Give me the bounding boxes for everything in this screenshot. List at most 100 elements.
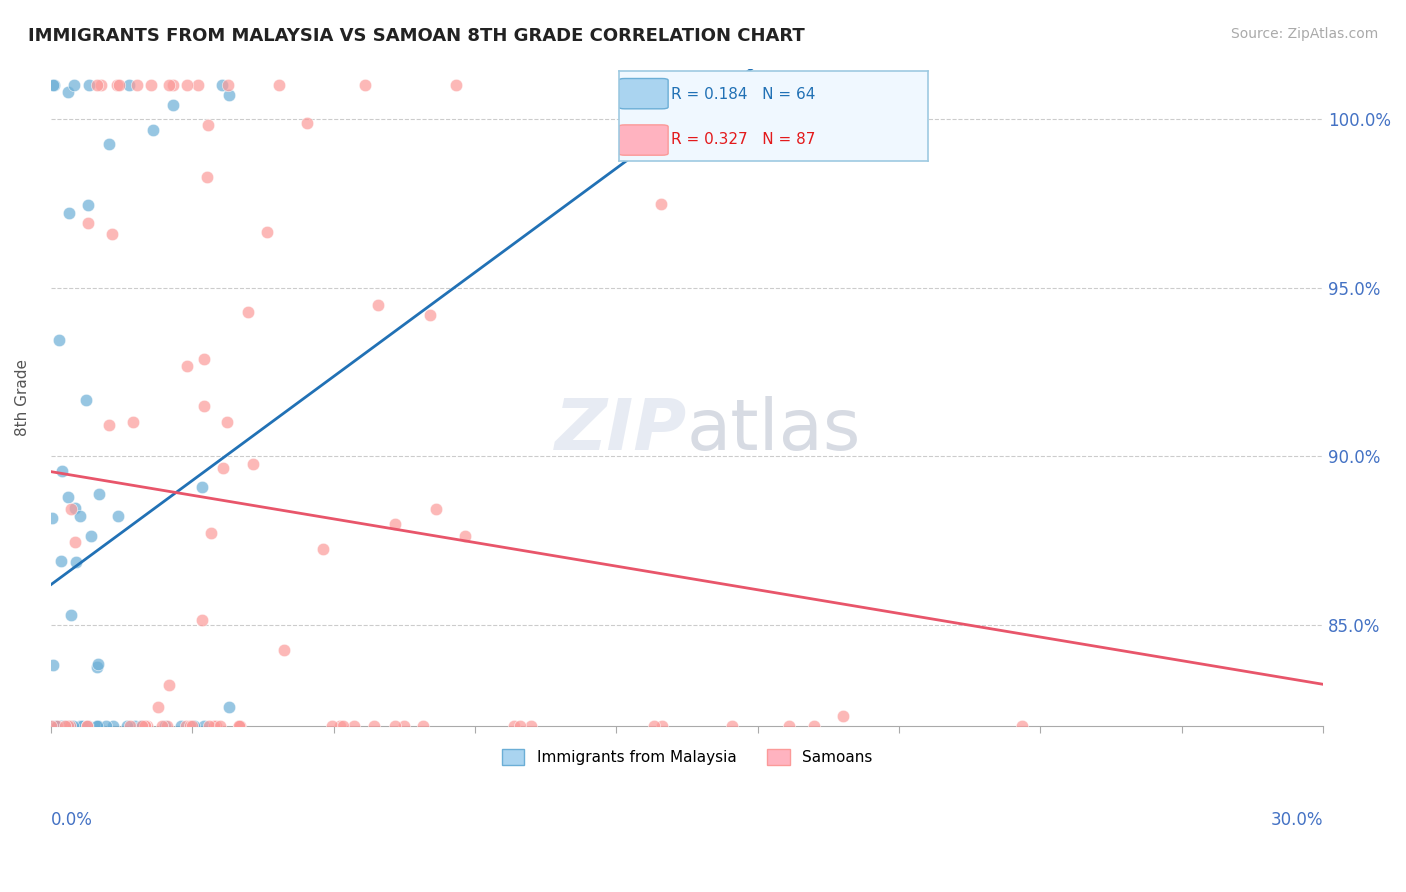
Point — [87, 657, 110, 672]
Point — [76, 198, 98, 212]
Point — [129, 719, 152, 733]
FancyBboxPatch shape — [619, 78, 668, 109]
Point — [76, 719, 98, 733]
Point — [228, 719, 250, 733]
Point — [650, 197, 672, 211]
Point — [42, 78, 65, 93]
Point — [39, 719, 62, 733]
Point — [142, 123, 165, 137]
Point — [69, 719, 91, 733]
Point — [69, 509, 91, 524]
Point — [384, 517, 406, 532]
Point — [444, 78, 467, 93]
Point — [108, 78, 131, 93]
Point — [134, 719, 156, 733]
Point — [354, 78, 377, 93]
Point — [56, 719, 79, 733]
Y-axis label: 8th Grade: 8th Grade — [15, 359, 30, 436]
Point — [242, 457, 264, 471]
Point — [107, 78, 129, 93]
Point — [56, 719, 79, 733]
Point — [120, 719, 142, 733]
Point — [98, 418, 121, 433]
Point — [118, 78, 141, 93]
Point — [58, 719, 80, 733]
Text: R = 0.327   N = 87: R = 0.327 N = 87 — [671, 132, 815, 146]
Point — [70, 719, 93, 733]
Point — [131, 719, 153, 733]
Point — [63, 500, 86, 515]
Point — [651, 719, 673, 733]
Point — [454, 529, 477, 543]
Point — [46, 719, 69, 733]
Point — [643, 719, 665, 733]
Point — [502, 719, 524, 733]
Point — [269, 78, 291, 93]
Point — [45, 719, 67, 733]
Point — [65, 555, 87, 569]
Point — [48, 719, 70, 733]
Point — [205, 719, 228, 733]
Point — [135, 719, 157, 733]
Point — [146, 699, 169, 714]
FancyBboxPatch shape — [619, 125, 668, 155]
Point — [156, 719, 179, 733]
Point — [101, 227, 124, 242]
Point — [193, 351, 215, 366]
Point — [209, 719, 232, 733]
Point — [139, 78, 162, 93]
Point — [65, 535, 87, 549]
Point — [256, 226, 278, 240]
Point — [49, 719, 72, 733]
Point — [392, 719, 415, 733]
Point — [229, 719, 252, 733]
Point — [176, 78, 198, 93]
Point — [187, 78, 209, 93]
Point — [162, 78, 184, 93]
Point — [198, 719, 221, 733]
Point — [41, 510, 63, 524]
Point — [384, 719, 406, 733]
Point — [520, 719, 543, 733]
Point — [51, 554, 73, 568]
Point — [200, 525, 222, 540]
Legend: Immigrants from Malaysia, Samoans: Immigrants from Malaysia, Samoans — [495, 743, 879, 772]
Point — [48, 333, 70, 347]
Point — [86, 719, 108, 733]
Text: IMMIGRANTS FROM MALAYSIA VS SAMOAN 8TH GRADE CORRELATION CHART: IMMIGRANTS FROM MALAYSIA VS SAMOAN 8TH G… — [28, 27, 804, 45]
Point — [124, 719, 146, 733]
Point — [51, 719, 73, 733]
Point — [831, 709, 853, 723]
Point — [42, 78, 65, 93]
Point — [363, 719, 385, 733]
Point — [94, 719, 117, 733]
Point — [59, 719, 82, 733]
Point — [236, 305, 259, 319]
Point — [86, 78, 108, 93]
Text: R = 0.184   N = 64: R = 0.184 N = 64 — [671, 87, 815, 102]
Point — [157, 78, 180, 93]
Point — [183, 719, 205, 733]
Point — [127, 78, 149, 93]
Point — [295, 116, 318, 130]
Text: 0.0%: 0.0% — [51, 811, 93, 829]
Point — [312, 541, 335, 556]
Point — [87, 487, 110, 501]
Point — [181, 719, 204, 733]
Point — [211, 78, 233, 93]
Point — [197, 118, 219, 132]
Point — [211, 460, 233, 475]
Point — [86, 719, 108, 733]
Point — [228, 719, 250, 733]
Point — [98, 137, 121, 152]
Point — [155, 719, 177, 733]
Point — [49, 719, 72, 733]
Point — [46, 719, 69, 733]
Text: 30.0%: 30.0% — [1271, 811, 1323, 829]
Point — [157, 678, 180, 692]
Point — [419, 308, 441, 322]
Point — [343, 719, 366, 733]
Text: Source: ZipAtlas.com: Source: ZipAtlas.com — [1230, 27, 1378, 41]
Point — [58, 205, 80, 219]
Point — [191, 614, 214, 628]
